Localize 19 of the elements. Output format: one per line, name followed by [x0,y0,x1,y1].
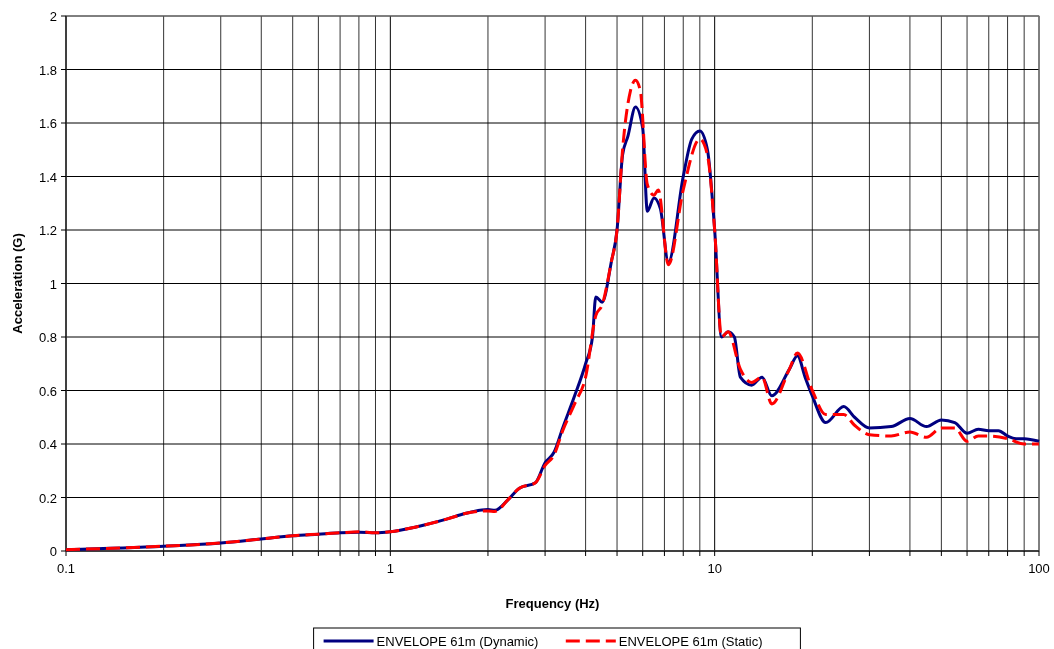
legend-label: ENVELOPE 61m (Static) [618,634,763,649]
y-tick-label: 1.2 [38,223,57,238]
y-tick-label: 0 [49,544,57,559]
x-axis-title: Frequency (Hz) [505,596,600,611]
y-tick-label: 0.2 [38,490,57,506]
y-tick-label: 2 [49,9,57,24]
y-axis-title: Acceleration (G) [10,233,25,334]
y-tick-label: 0.4 [38,437,57,452]
y-tick-label: 0.8 [38,330,57,345]
x-tick-label: 0.1 [56,561,76,576]
legend-label: ENVELOPE 61m (Dynamic) [376,634,539,649]
y-tick-label: 1.4 [38,169,57,185]
x-tick-label: 100 [1028,561,1050,576]
x-tick-label: 1 [386,561,394,576]
x-tick-label: 10 [707,561,722,576]
y-tick-label: 1.6 [38,116,57,131]
y-tick-label: 1.8 [38,62,57,78]
y-tick-label: 1 [49,276,57,292]
y-tick-label: 0.6 [38,383,57,399]
